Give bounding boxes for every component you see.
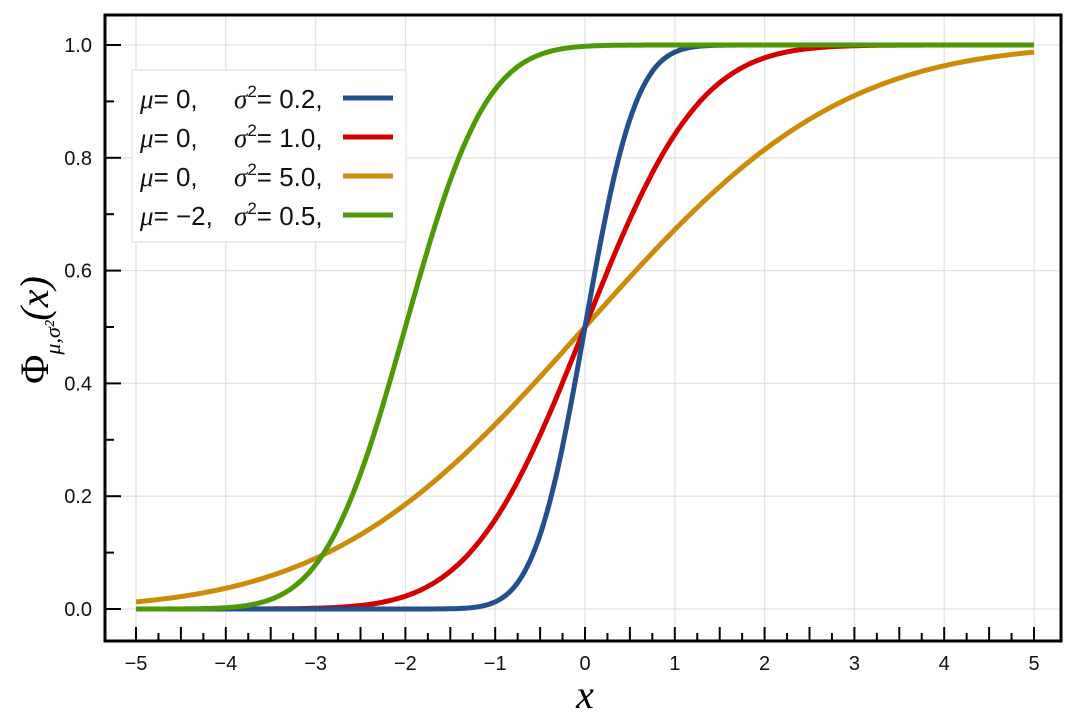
curves — [135, 42, 1035, 612]
legend-sigma-value: = 5.0, — [257, 162, 323, 192]
x-tick-label: 2 — [759, 653, 770, 675]
legend: μ= 0, σ2= 0.2,μ= 0, σ2= 1.0,μ= 0, σ2= 5.0,μ… — [131, 69, 407, 243]
legend-sigma: σ — [234, 84, 249, 114]
legend-sigma: σ — [234, 201, 249, 231]
ticks: −5 −4 −3 −2 −1 0 1 2 3 4 5 0.0 0.2 0.4 0.6 0.8 1.0 — [64, 35, 1039, 675]
x-tick-label: −1 — [484, 653, 507, 675]
y-tick-label: 1.0 — [64, 35, 92, 57]
legend-sup: 2 — [247, 199, 256, 218]
x-tick-label: 0 — [579, 653, 590, 675]
x-tick-label: 3 — [849, 653, 860, 675]
legend-mu: μ — [139, 84, 154, 114]
legend-sup: 2 — [247, 121, 256, 140]
legend-sup: 2 — [247, 160, 256, 179]
y-tick-label: 0.6 — [64, 261, 92, 283]
y-axis-label: Φμ,σ²(x) — [12, 276, 65, 384]
legend-mu-value: = 0, — [154, 162, 198, 192]
y-label-subscript: μ,σ² — [40, 320, 65, 355]
x-tick-label: 4 — [939, 653, 950, 675]
y-tick-label: 0.4 — [64, 373, 92, 395]
x-tick-label: −5 — [125, 653, 148, 675]
y-label-phi: Φ — [12, 355, 57, 384]
x-tick-label: 5 — [1028, 653, 1039, 675]
x-tick-label: −4 — [214, 653, 237, 675]
legend-mu: μ — [139, 123, 154, 153]
legend-mu: μ — [139, 201, 154, 231]
legend-sigma-value: = 0.5, — [257, 201, 323, 231]
legend-entry: μ= 0, σ2= 5.0, — [139, 160, 323, 192]
legend-sigma-value: = 1.0, — [257, 123, 323, 153]
legend-entry: μ= −2, σ2= 0.5, — [139, 199, 323, 231]
legend-mu-value: = 0, — [154, 84, 198, 114]
legend-sigma-value: = 0.2, — [257, 84, 323, 114]
y-axis-label-text: Φμ,σ²(x) — [12, 276, 65, 384]
legend-entry: μ= 0, σ2= 1.0, — [139, 121, 323, 153]
legend-sigma: σ — [234, 162, 249, 192]
x-axis-label: x — [575, 672, 594, 717]
legend-sigma: σ — [234, 123, 249, 153]
x-tick-label: 1 — [669, 653, 680, 675]
y-tick-label: 0.0 — [64, 599, 92, 621]
y-tick-label: 0.2 — [64, 486, 92, 508]
legend-entry: μ= 0, σ2= 0.2, — [139, 82, 323, 114]
x-tick-label: −2 — [394, 653, 417, 675]
y-tick-label: 0.8 — [64, 148, 92, 170]
legend-mu-value: = 0, — [154, 123, 198, 153]
y-label-arg: (x) — [12, 276, 57, 320]
x-tick-label: −3 — [304, 653, 327, 675]
legend-sup: 2 — [247, 82, 256, 101]
series-line-3 — [135, 42, 1035, 612]
legend-mu-value: = −2, — [154, 201, 213, 231]
legend-mu: μ — [139, 162, 154, 192]
